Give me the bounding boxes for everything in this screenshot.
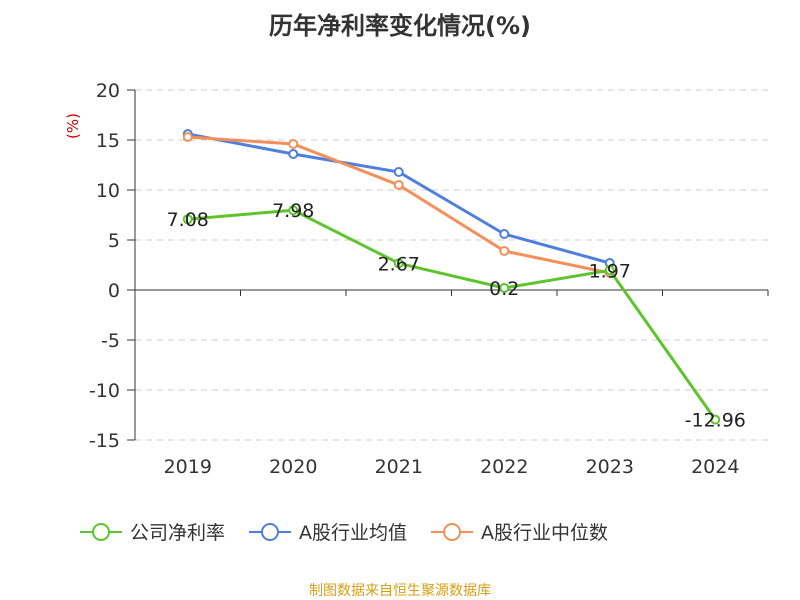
legend-label: A股行业均值: [299, 522, 408, 544]
data-point: [499, 246, 510, 256]
legend-item-industry-mean[interactable]: A股行业均值: [249, 518, 407, 545]
y-tick-label: 15: [96, 130, 120, 152]
y-tick-label: 20: [96, 80, 120, 102]
y-tick-label: -5: [101, 330, 120, 352]
series-line: [187, 132, 611, 265]
legend: 公司净利率 A股行业均值 A股行业中位数: [80, 518, 632, 545]
legend-marker-icon: [80, 522, 122, 541]
data-label: 1.97: [589, 260, 631, 282]
legend-marker-icon: [431, 522, 474, 541]
x-tick-label: 2022: [480, 456, 528, 478]
data-point: [393, 180, 404, 190]
legend-item-industry-median[interactable]: A股行业中位数: [431, 518, 608, 545]
data-point: [710, 414, 721, 425]
legend-marker-icon: [249, 522, 292, 541]
data-label: 0.2: [489, 278, 519, 300]
data-label: -12.96: [685, 410, 746, 432]
y-axis-title: (%): [64, 113, 82, 139]
data-label: 7.08: [167, 209, 209, 231]
series-line: [187, 208, 717, 421]
x-tick-label: 2019: [164, 456, 212, 478]
y-tick-label: 10: [96, 180, 120, 202]
x-tick-label: 2021: [375, 456, 423, 478]
data-point: [288, 205, 299, 216]
data-point: [182, 132, 193, 142]
data-point: [288, 139, 299, 149]
data-point: [393, 258, 404, 269]
data-point: [393, 167, 404, 177]
y-tick-label: 5: [108, 230, 120, 252]
data-point: [499, 229, 510, 239]
x-tick-label: 2024: [691, 456, 739, 478]
source-note: 制图数据来自恒生聚源数据库: [309, 583, 491, 599]
chart-title: 历年净利率变化情况(%): [269, 12, 531, 40]
y-tick-label: -15: [89, 430, 120, 452]
data-point: [604, 265, 615, 276]
data-point: [499, 283, 510, 293]
data-point: [182, 214, 193, 225]
x-tick-label: 2023: [586, 456, 634, 478]
legend-item-company[interactable]: 公司净利率: [80, 518, 225, 545]
legend-label: A股行业中位数: [481, 522, 609, 544]
y-tick-label: -10: [89, 380, 120, 402]
data-label: 7.98: [272, 200, 314, 222]
legend-label: 公司净利率: [130, 522, 226, 544]
x-tick-label: 2020: [269, 456, 317, 478]
data-point: [288, 149, 299, 159]
y-tick-label: 0: [108, 280, 120, 302]
data-label: 2.67: [378, 253, 420, 275]
